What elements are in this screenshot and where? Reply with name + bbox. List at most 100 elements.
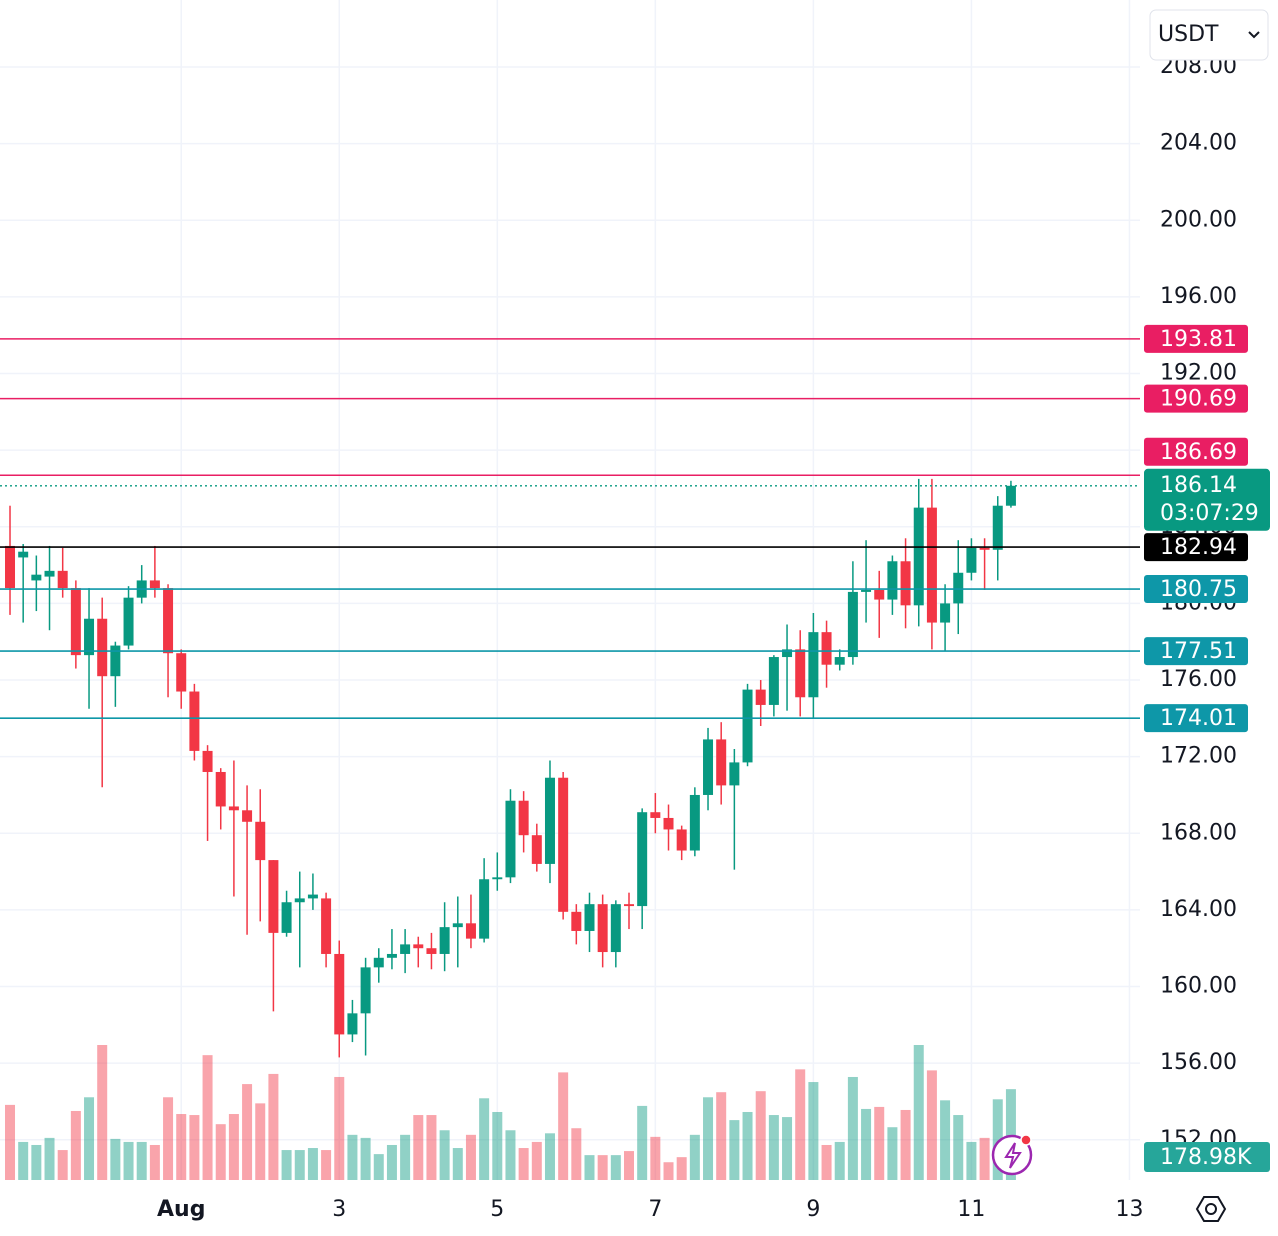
- candle-body: [31, 574, 42, 581]
- volume-bar: [400, 1134, 411, 1180]
- candle-body: [439, 927, 450, 954]
- icon-ring: [991, 1134, 1033, 1176]
- volume-bar: [834, 1141, 845, 1180]
- candle-body: [386, 953, 397, 958]
- volume-bar: [689, 1134, 700, 1180]
- candle-body: [689, 794, 700, 851]
- price-line-value: 193.81: [1160, 327, 1237, 352]
- candle-body: [834, 657, 845, 665]
- candle-body: [518, 800, 529, 836]
- candle-body: [44, 570, 55, 577]
- y-tick-label: 176.00: [1160, 667, 1237, 692]
- candle-body: [913, 507, 924, 606]
- x-tick-label: 3: [332, 1197, 346, 1222]
- volume-bar: [136, 1141, 147, 1180]
- volume-bar: [874, 1106, 885, 1180]
- y-tick-label: 160.00: [1160, 974, 1237, 999]
- volume-bar: [782, 1117, 793, 1180]
- candle-body: [584, 904, 595, 931]
- volume-bar: [768, 1115, 779, 1180]
- price-line-label: [1144, 575, 1248, 604]
- volume-bar: [479, 1098, 490, 1180]
- candle-body: [650, 812, 661, 818]
- settings-icon[interactable]: [1195, 1196, 1227, 1222]
- volume-bar: [544, 1133, 555, 1180]
- volume-bar: [637, 1105, 648, 1180]
- volume-label: [1144, 1142, 1270, 1172]
- volume-bar: [426, 1115, 437, 1180]
- candle-body: [782, 649, 793, 658]
- candle-body: [70, 588, 81, 656]
- candle-body: [703, 739, 714, 795]
- candle-body: [84, 618, 95, 656]
- volume-bar: [321, 1150, 332, 1180]
- candle-body: [452, 923, 463, 928]
- volume-bar: [452, 1148, 463, 1180]
- volume-bar: [979, 1137, 990, 1180]
- candle-body: [334, 953, 345, 1035]
- volume-bar: [742, 1111, 753, 1180]
- x-tick-label: Aug: [157, 1197, 205, 1222]
- candle-body: [966, 547, 977, 573]
- candle-body: [400, 944, 411, 954]
- candle-body: [992, 505, 1003, 550]
- volume-bar: [703, 1097, 714, 1180]
- x-tick-label: 11: [957, 1197, 985, 1222]
- volume-bar: [558, 1072, 569, 1180]
- candle-body: [189, 691, 200, 751]
- volume-bar: [18, 1141, 29, 1180]
- candle-body: [597, 904, 608, 953]
- volume-bar: [70, 1110, 81, 1180]
- price-axis: [1140, 0, 1278, 1236]
- candle-body: [953, 572, 964, 604]
- volume-bar: [281, 1150, 292, 1180]
- volume-bar: [465, 1134, 476, 1180]
- candle-body: [768, 657, 779, 705]
- volume-bar: [676, 1157, 687, 1180]
- candle-body: [624, 904, 635, 907]
- candle-body: [742, 689, 753, 763]
- countdown: 03:07:29: [1160, 501, 1259, 526]
- candle-body: [1005, 485, 1016, 506]
- volume-bar: [163, 1097, 174, 1180]
- volume-bar: [334, 1076, 345, 1180]
- candle-body: [571, 911, 582, 931]
- candle-body: [321, 898, 332, 954]
- volume-bar: [492, 1111, 503, 1180]
- volume-bar: [31, 1144, 42, 1180]
- volume-bar: [861, 1108, 872, 1180]
- volume-bar: [663, 1162, 674, 1180]
- candle-body: [215, 771, 226, 807]
- volume-bar: [413, 1115, 424, 1180]
- candle-body: [97, 618, 108, 677]
- candle-body: [874, 590, 885, 600]
- candle-body: [808, 632, 819, 698]
- volume-bar: [84, 1097, 95, 1180]
- price-line-label: [1144, 384, 1248, 413]
- volume-bar: [1005, 1089, 1016, 1180]
- volume-bar: [966, 1141, 977, 1180]
- candle-body: [57, 570, 68, 589]
- candle-body: [861, 590, 872, 592]
- volume-bar: [847, 1076, 858, 1180]
- y-tick-label: 204.00: [1160, 131, 1237, 156]
- volume-bar: [821, 1144, 832, 1180]
- candle-body: [176, 653, 187, 692]
- candle-body: [5, 545, 16, 589]
- candle-body: [110, 645, 121, 677]
- volume-bar: [992, 1099, 1003, 1180]
- candle-body: [940, 603, 951, 623]
- price-line-value: 186.69: [1160, 440, 1237, 465]
- volume-bar: [373, 1154, 384, 1180]
- volume-bar: [97, 1045, 108, 1180]
- volume-bar: [360, 1137, 371, 1180]
- candle-body: [18, 551, 29, 558]
- candle-body: [360, 967, 371, 1014]
- quick-action-icon[interactable]: [991, 1134, 1033, 1176]
- y-tick-label: 192.00: [1160, 361, 1237, 386]
- currency-dropdown[interactable]: USDT: [1149, 9, 1269, 61]
- candle-body: [228, 806, 239, 811]
- candle-body: [558, 777, 569, 912]
- candle-body: [979, 547, 990, 550]
- y-tick-label: 200.00: [1160, 207, 1237, 232]
